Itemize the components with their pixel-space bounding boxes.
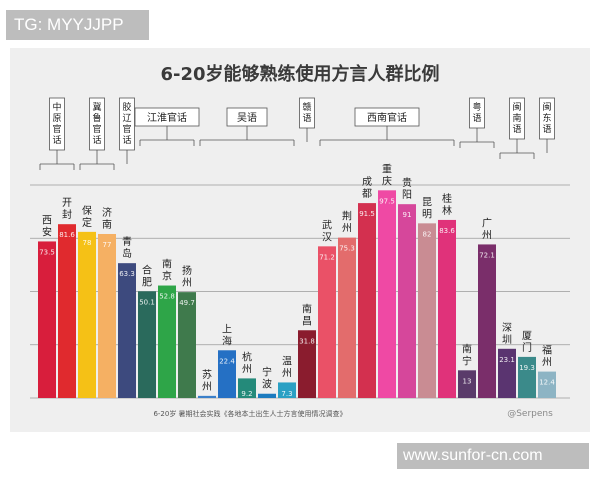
bar-荆州 bbox=[338, 237, 356, 398]
bar-扬州 bbox=[178, 292, 196, 398]
bar-上海 bbox=[218, 350, 236, 398]
bar-value-label: 7.3 bbox=[281, 390, 292, 398]
group-label: 粤语 bbox=[472, 101, 481, 124]
bar-value-label: 97.5 bbox=[379, 197, 395, 205]
bar-value-label: 23.1 bbox=[499, 356, 515, 364]
bar-value-label: 82 bbox=[423, 230, 432, 238]
city-label: 保定 bbox=[82, 204, 92, 229]
city-label: 西安 bbox=[42, 215, 52, 238]
bar-武汉 bbox=[318, 246, 336, 398]
city-label: 宁波 bbox=[262, 366, 272, 391]
group-label: 冀鲁官话 bbox=[92, 101, 101, 146]
bar-value-label: 73.5 bbox=[39, 248, 55, 256]
bar-value-label: 78 bbox=[83, 239, 92, 247]
credit-watermark: @Serpens bbox=[507, 409, 553, 419]
city-label: 广州 bbox=[482, 217, 492, 241]
city-label: 南昌 bbox=[302, 302, 312, 327]
city-label: 重庆 bbox=[382, 162, 392, 187]
bar-昆明 bbox=[418, 223, 436, 398]
city-label: 荆州 bbox=[342, 210, 352, 235]
bar-杭州 bbox=[238, 378, 256, 398]
bar-苏州 bbox=[198, 395, 216, 398]
bar-value-label: 77 bbox=[103, 241, 112, 249]
group-label: 胶辽官话 bbox=[122, 101, 131, 146]
group-label: 吴语 bbox=[237, 112, 257, 124]
bar-value-label: 12.4 bbox=[539, 379, 555, 387]
city-label: 福州 bbox=[542, 344, 552, 369]
city-label: 扬州 bbox=[182, 264, 192, 289]
city-label: 开封 bbox=[62, 198, 72, 221]
watermark-tag-bottom: www.sunfor-cn.com bbox=[397, 443, 589, 469]
bar-合肥 bbox=[138, 291, 156, 398]
chart-title: 6-20岁能够熟练使用方言人群比例 bbox=[160, 63, 439, 85]
bar-value-label: 75.3 bbox=[339, 245, 355, 253]
city-label: 南京 bbox=[162, 258, 172, 283]
bar-福州 bbox=[538, 371, 556, 398]
group-label: 闽东语 bbox=[542, 101, 551, 135]
chart-panel: 6-20岁能够熟练使用方言人群比例 73.5 西安 81.6 开封 78 保定 77 济南 63.… bbox=[10, 48, 590, 432]
city-label: 成都 bbox=[362, 176, 372, 200]
city-label: 昆明 bbox=[422, 196, 432, 220]
group-label: 中原官话 bbox=[52, 101, 61, 146]
group-label: 江淮官话 bbox=[147, 111, 187, 124]
watermark-tag-top: TG: MYYJJPP bbox=[6, 10, 149, 40]
dialect-bar-chart: 6-20岁能够熟练使用方言人群比例 73.5 西安 81.6 开封 78 保定 77 济南 63.… bbox=[30, 63, 570, 419]
bar-南宁 bbox=[458, 370, 476, 398]
city-label: 武汉 bbox=[322, 218, 332, 243]
group-label: 西南官话 bbox=[367, 111, 407, 124]
bar-value-label: 9.2 bbox=[241, 390, 252, 398]
bar-温州 bbox=[278, 382, 296, 398]
bar-桂林 bbox=[438, 219, 456, 398]
bar-value-label: 19.3 bbox=[519, 364, 535, 372]
bar-重庆 bbox=[378, 190, 396, 398]
bar-value-label: 91.5 bbox=[359, 210, 375, 218]
bar-value-label: 22.4 bbox=[219, 357, 235, 365]
city-label: 上海 bbox=[222, 323, 232, 347]
bar-深圳 bbox=[498, 348, 516, 398]
bar-成都 bbox=[358, 203, 376, 398]
bar-value-label: 31.8 bbox=[299, 337, 315, 345]
bar-济南 bbox=[98, 233, 116, 398]
bar-广州 bbox=[478, 244, 496, 398]
group-label: 闽南语 bbox=[512, 101, 521, 135]
bar-value-label: 81.6 bbox=[59, 231, 75, 239]
city-label: 贵阳 bbox=[402, 176, 412, 201]
city-label: 杭州 bbox=[242, 350, 252, 375]
bar-value-label: 63.3 bbox=[119, 270, 135, 278]
bar-宁波 bbox=[258, 393, 276, 398]
bar-value-label: 52.8 bbox=[159, 293, 175, 301]
bar-value-label: 49.7 bbox=[179, 299, 195, 307]
bar-西安 bbox=[38, 241, 56, 398]
city-label: 苏州 bbox=[202, 368, 212, 393]
bar-贵阳 bbox=[398, 204, 416, 398]
city-label: 合肥 bbox=[142, 263, 152, 288]
source-note: 6-20岁 暑期社会实践《各地本土出生人士方言使用情况调查》 bbox=[153, 409, 346, 418]
bar-value-label: 91 bbox=[403, 211, 412, 219]
bar-厦门 bbox=[518, 356, 536, 398]
city-label: 青岛 bbox=[122, 235, 132, 260]
city-label: 厦门 bbox=[522, 330, 532, 354]
bar-value-label: 72.1 bbox=[479, 251, 495, 259]
bar-南京 bbox=[158, 285, 176, 398]
bar-南昌 bbox=[298, 330, 316, 398]
city-label: 温州 bbox=[282, 355, 292, 379]
city-label: 济南 bbox=[102, 206, 112, 231]
bar-开封 bbox=[58, 224, 76, 398]
bar-value-label: 13 bbox=[463, 377, 472, 385]
city-label: 南宁 bbox=[462, 342, 472, 367]
bar-value-label: 71.2 bbox=[319, 253, 335, 261]
bar-青岛 bbox=[118, 263, 136, 398]
city-label: 桂林 bbox=[442, 192, 452, 217]
city-label: 深圳 bbox=[502, 322, 512, 346]
bar-value-label: 50.1 bbox=[139, 298, 155, 306]
bar-value-label: 83.6 bbox=[439, 227, 455, 235]
group-label: 赣语 bbox=[302, 101, 311, 124]
bar-保定 bbox=[78, 231, 96, 398]
